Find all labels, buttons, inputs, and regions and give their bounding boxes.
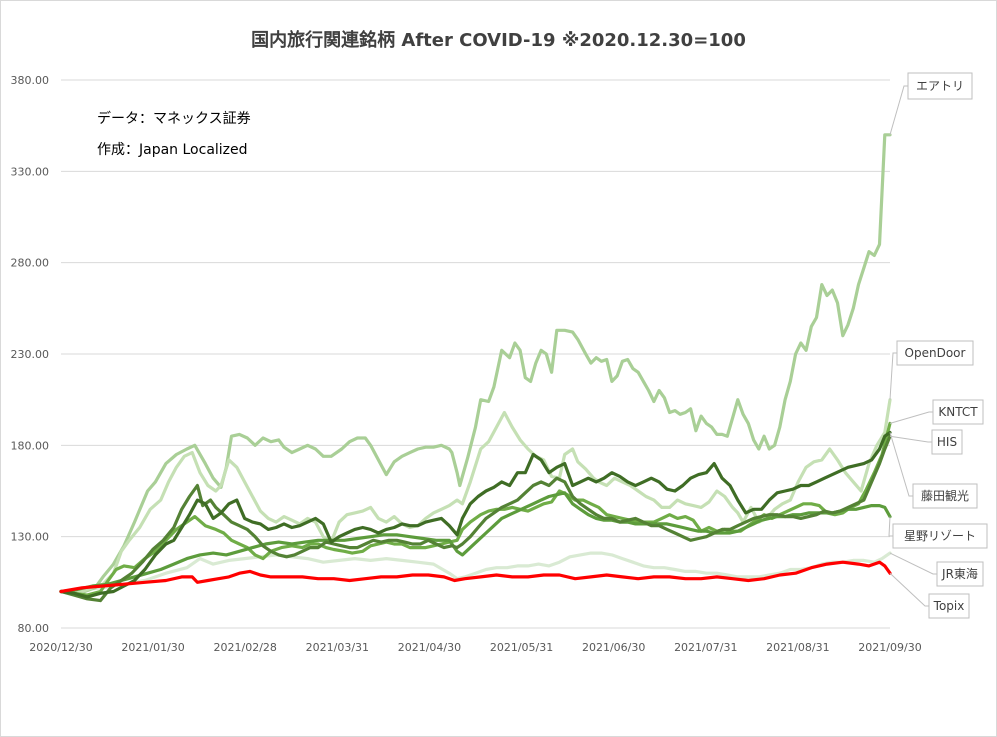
series-label: Topix [933, 599, 965, 613]
y-tick-label: 380.00 [11, 74, 50, 87]
series-label: HIS [937, 435, 957, 449]
series-label: 藤田観光 [921, 489, 969, 503]
y-tick-label: 180.00 [11, 439, 50, 452]
x-tick-label: 2021/03/31 [306, 641, 369, 654]
callout-box [931, 429, 963, 455]
y-tick-label: 80.00 [18, 622, 50, 635]
series-label: OpenDoor [905, 346, 966, 360]
series-line-3 [59, 434, 892, 603]
y-tick-label: 280.00 [11, 257, 50, 270]
x-tick-label: 2021/07/31 [674, 641, 737, 654]
series-label: KNTCT [938, 405, 978, 419]
callout-leader [889, 432, 913, 497]
callout-box [896, 340, 974, 366]
y-axis: 380.00 330.00 280.00 230.00 180.00 130.00 80.0… [11, 74, 50, 635]
series-label: 星野リゾート [904, 529, 976, 543]
chart-title: 国内旅行関連銘柄 After COVID-19 ※2020.12.30=100 [251, 30, 746, 51]
x-tick-label: 2020/12/30 [29, 641, 92, 654]
series-lines [59, 133, 892, 603]
x-tick-label: 2021/01/30 [121, 641, 184, 654]
x-tick-label: 2021/06/30 [582, 641, 645, 654]
series-line-7 [59, 560, 892, 594]
x-tick-label: 2021/09/30 [858, 641, 921, 654]
y-tick-label: 130.00 [11, 531, 50, 544]
x-tick-label: 2021/05/31 [490, 641, 553, 654]
x-tick-label: 2021/04/30 [398, 641, 461, 654]
callout-box [932, 399, 984, 425]
callout-leader [889, 411, 933, 424]
data-source-note: データ：マネックス証券 [97, 111, 251, 127]
callout-leader [889, 352, 897, 400]
series-line-4 [59, 430, 892, 599]
series-line-0 [59, 133, 892, 595]
series-label: エアトリ [916, 79, 964, 93]
callout-box [928, 593, 970, 619]
x-tick-label: 2021/08/31 [766, 641, 829, 654]
y-tick-label: 330.00 [11, 165, 50, 178]
callout-box [936, 561, 984, 587]
x-tick-label: 2021/02/28 [214, 641, 277, 654]
gridlines [61, 79, 890, 629]
x-axis: 2020/12/30 2021/01/30 2021/02/28 2021/03/31… [29, 641, 921, 654]
callout-leader [888, 516, 893, 537]
callout-box [912, 483, 978, 509]
callout-leader [889, 552, 937, 575]
callout-box [892, 523, 988, 549]
y-tick-label: 230.00 [11, 348, 50, 361]
callout-leader [889, 435, 932, 443]
callout-box [907, 72, 973, 100]
callout-leader [889, 572, 929, 607]
callout-leader [889, 85, 908, 135]
series-label: JR東海 [941, 566, 978, 581]
author-note: 作成：Japan Localized [97, 142, 248, 158]
